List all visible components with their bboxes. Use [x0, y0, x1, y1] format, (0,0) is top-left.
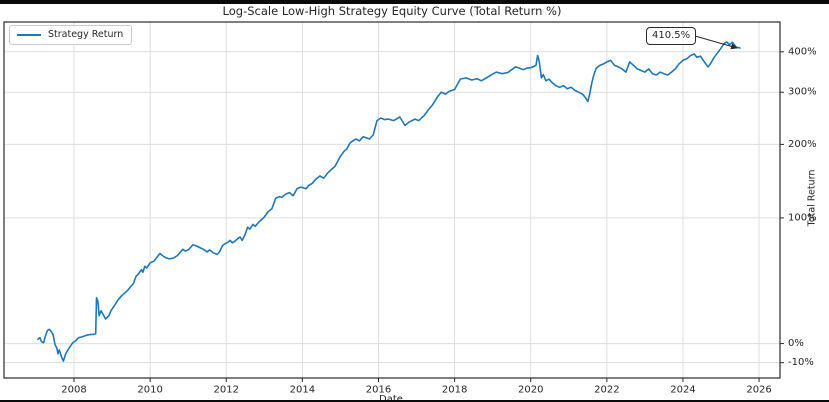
- y-tick-label: 100%: [788, 212, 817, 223]
- y-tick-label: 0%: [788, 338, 804, 349]
- x-tick-label: 2018: [442, 384, 467, 395]
- legend-line-sample: [17, 33, 41, 36]
- y-tick-label: 200%: [788, 139, 817, 150]
- screen-top-border: [0, 0, 829, 4]
- annotation-box: 410.5%: [646, 27, 697, 45]
- x-tick-label: 2014: [290, 384, 315, 395]
- x-tick-label: 2020: [518, 384, 543, 395]
- y-axis-title: Total Return: [806, 169, 818, 227]
- annotation-arrow: [694, 35, 739, 50]
- x-axis-title: Date: [379, 394, 403, 402]
- x-tick-label: 2010: [137, 384, 162, 395]
- legend-label: Strategy Return: [48, 29, 124, 40]
- x-tick-label: 2008: [61, 384, 86, 395]
- x-tick-label: 2024: [670, 384, 695, 395]
- legend: Strategy Return: [9, 25, 133, 45]
- x-tick-label: 2016: [366, 384, 391, 395]
- x-tick-label: 2012: [214, 384, 239, 395]
- y-tick-label: 300%: [788, 87, 817, 98]
- x-tick-label: 2026: [746, 384, 771, 395]
- y-tick-label: -10%: [788, 357, 814, 368]
- axes-spines: [3, 21, 781, 379]
- x-tick-label: 2022: [594, 384, 619, 395]
- strategy-return-line: [37, 41, 741, 362]
- y-tick-label: 400%: [788, 46, 817, 57]
- chart-title: Log-Scale Low-High Strategy Equity Curve…: [222, 4, 562, 18]
- screen-bottom-border: [0, 400, 829, 402]
